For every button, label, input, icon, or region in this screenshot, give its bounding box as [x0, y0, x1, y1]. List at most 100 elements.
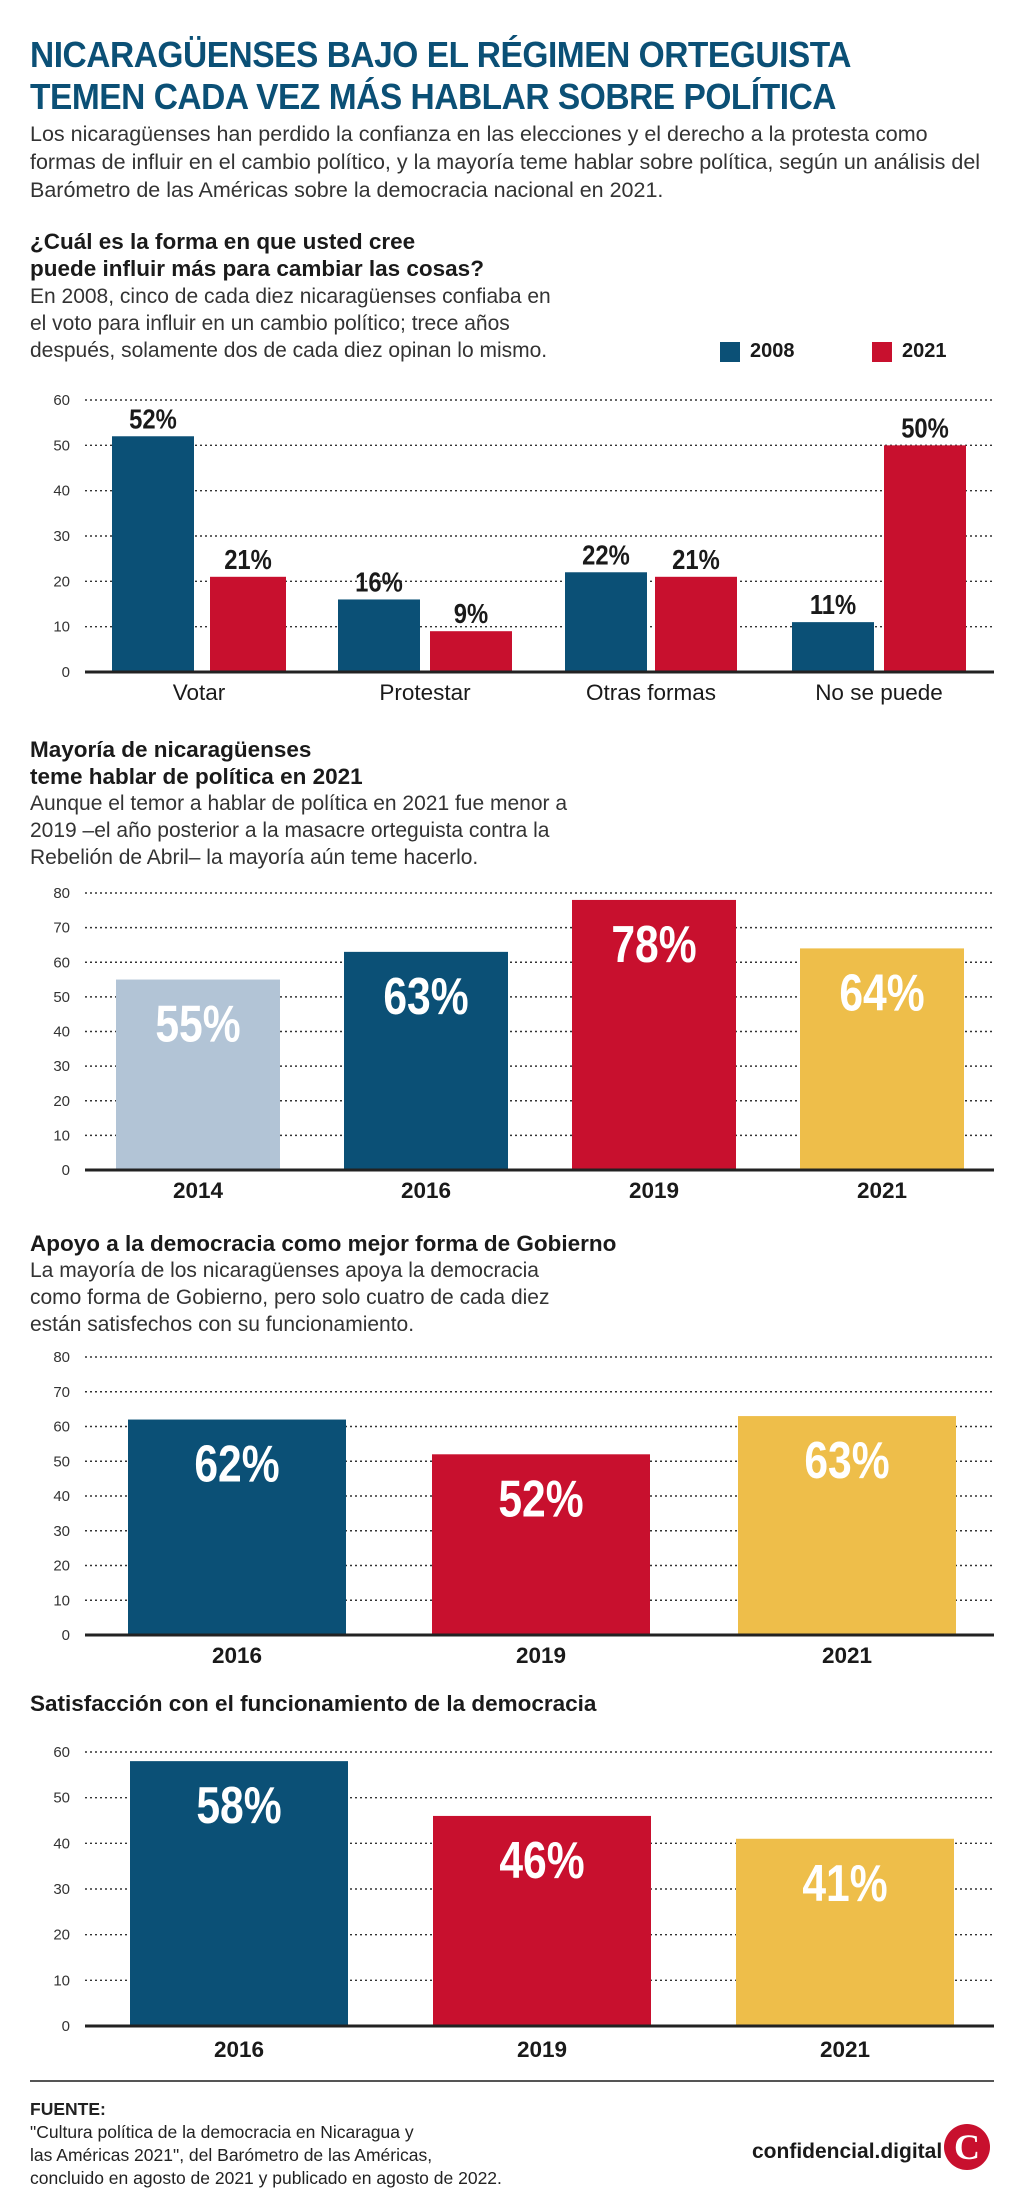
- intro-text: Los nicaragüenses han perdido la confian…: [30, 122, 981, 202]
- chart1-category-label: Otras formas: [586, 680, 716, 705]
- chart2-bar: [116, 979, 280, 1170]
- chart3-subtitle-line-1: La mayoría de los nicaragüenses apoya la…: [30, 1259, 539, 1282]
- chart2-bar: [572, 899, 736, 1170]
- chart1-subtitle: En 2008, cinco de cada diez nicaragüense…: [30, 283, 630, 364]
- chart2-category-label: 2019: [629, 1178, 679, 1203]
- chart4-data-label: 58%: [196, 1777, 281, 1835]
- chart3-ytick: 30: [53, 1523, 70, 1540]
- chart1-data-label: 50%: [901, 411, 949, 443]
- chart1-ytick: 0: [62, 664, 70, 681]
- legend-item-2008: 2008: [720, 340, 795, 363]
- chart1-subtitle-line-3: después, solamente dos de cada diez opin…: [30, 339, 548, 362]
- chart1-bar: [338, 599, 420, 672]
- chart3-bar: [432, 1454, 650, 1635]
- chart1-title-line-2: puede influir más para cambiar las cosas…: [30, 256, 484, 281]
- chart2-ytick: 50: [53, 989, 70, 1006]
- chart2-bar: [344, 951, 508, 1170]
- chart3-ytick: 20: [53, 1558, 70, 1575]
- chart3-subtitle-line-2: como forma de Gobierno, pero solo cuatro…: [30, 1286, 550, 1309]
- chart1-subtitle-line-1: En 2008, cinco de cada diez nicaragüense…: [30, 285, 551, 308]
- source-line-1: FUENTE: "Cultura política de la democrac…: [30, 2098, 590, 2144]
- chart3-ytick: 10: [53, 1592, 70, 1609]
- chart4-ytick: 30: [53, 1881, 70, 1898]
- chart2-category-label: 2016: [401, 1178, 451, 1203]
- chart3-category-label: 2016: [212, 1643, 262, 1668]
- chart3-category-label: 2021: [822, 1643, 872, 1668]
- chart1-ytick: 60: [53, 392, 70, 409]
- chart4-ytick: 10: [53, 1972, 70, 1989]
- chart2-title: Mayoría de nicaragüenses teme hablar de …: [30, 736, 630, 790]
- chart1-subtitle-line-2: el voto para influir en un cambio políti…: [30, 312, 510, 335]
- chart1-data-label: 22%: [582, 538, 630, 570]
- chart1-bar: [792, 622, 874, 672]
- chart4-category-label: 2019: [517, 2037, 567, 2062]
- chart2-ytick: 10: [53, 1127, 70, 1144]
- chart1-bar: [565, 572, 647, 672]
- chart1-category-label: No se puede: [815, 680, 943, 705]
- title-line-2: TEMEN CADA VEZ MÁS HABLAR SOBRE POLÍTICA: [30, 76, 837, 117]
- chart1-legend: 2008 2021: [720, 340, 1000, 370]
- legend-label-2021: 2021: [902, 340, 947, 362]
- brand-name[interactable]: confidencial.digital: [752, 2140, 943, 2163]
- chart3-subtitle: La mayoría de los nicaragüenses apoya la…: [30, 1257, 670, 1338]
- chart4-bar: [130, 1761, 348, 2026]
- legend-item-2021: 2021: [872, 340, 947, 363]
- chart3-data-label: 62%: [194, 1436, 279, 1494]
- chart2-ytick: 80: [53, 885, 70, 902]
- legend-label-2008: 2008: [750, 340, 795, 362]
- chart2-data-label: 55%: [155, 996, 240, 1054]
- chart3-title: Apoyo a la democracia como mejor forma d…: [30, 1231, 617, 1256]
- chart3-ytick: 60: [53, 1419, 70, 1436]
- chart4-category-label: 2016: [214, 2037, 264, 2062]
- chart1-title: ¿Cuál es la forma en que usted cree pued…: [30, 228, 630, 282]
- chart3-data-label: 63%: [804, 1432, 889, 1490]
- chart2-ytick: 40: [53, 1024, 70, 1041]
- chart2-data-label: 63%: [383, 968, 468, 1026]
- chart4-ytick: 40: [53, 1835, 70, 1852]
- legend-swatch-2021: [872, 341, 892, 362]
- chart2-data-label: 78%: [611, 916, 696, 974]
- chart2-ytick: 70: [53, 920, 70, 937]
- legend-swatch-2008: [720, 341, 740, 362]
- chart2-title-line-1: Mayoría de nicaragüenses: [30, 737, 312, 762]
- chart4-data-label: 41%: [802, 1855, 887, 1913]
- chart2-category-label: 2021: [857, 1178, 907, 1203]
- chart2-subtitle-line-2: 2019 –el año posterior a la masacre orte…: [30, 819, 550, 842]
- chart3-ytick: 70: [53, 1384, 70, 1401]
- chart3-bar: [738, 1416, 956, 1635]
- chart3-category-label: 2019: [516, 1643, 566, 1668]
- chart2-ytick: 20: [53, 1093, 70, 1110]
- chart1-title-line-1: ¿Cuál es la forma en que usted cree: [30, 229, 416, 254]
- chart4-data-label: 46%: [499, 1832, 584, 1890]
- chart2-ytick: 60: [53, 954, 70, 971]
- chart4-category-label: 2021: [820, 2037, 870, 2062]
- chart1-bar: [112, 436, 194, 672]
- chart4-ytick: 50: [53, 1790, 70, 1807]
- confidencial-logo-icon[interactable]: C: [944, 2124, 990, 2170]
- chart1-bar: [430, 631, 512, 672]
- source-text-1: "Cultura política de la democracia en Ni…: [30, 2122, 414, 2142]
- chart2-ytick: 0: [62, 1162, 70, 1179]
- chart1-data-label: 52%: [129, 402, 177, 434]
- chart1-category-label: Protestar: [379, 680, 471, 705]
- chart1-category-label: Votar: [173, 680, 226, 705]
- chart3-ytick: 40: [53, 1488, 70, 1505]
- chart3-subtitle-line-3: están satisfechos con su funcionamiento.: [30, 1313, 415, 1336]
- chart4-bar: [433, 1815, 651, 2026]
- source-line-3: concluido en agosto de 2021 y publicado …: [30, 2168, 502, 2188]
- chart1-ytick: 30: [53, 528, 70, 545]
- chart4-ytick: 20: [53, 1927, 70, 1944]
- chart1-ytick: 10: [53, 619, 70, 636]
- chart1-data-label: 9%: [454, 597, 488, 629]
- chart1-ytick: 40: [53, 483, 70, 500]
- chart4-ytick: 60: [53, 1744, 70, 1761]
- source-line-2: las Américas 2021", del Barómetro de las…: [30, 2145, 433, 2165]
- title-line-1: NICARAGÜENSES BAJO EL RÉGIMEN ORTEGUISTA: [30, 34, 851, 75]
- chart2-bar: [800, 948, 964, 1170]
- chart3-ytick: 80: [53, 1349, 70, 1366]
- chart2-subtitle: Aunque el temor a hablar de política en …: [30, 790, 670, 871]
